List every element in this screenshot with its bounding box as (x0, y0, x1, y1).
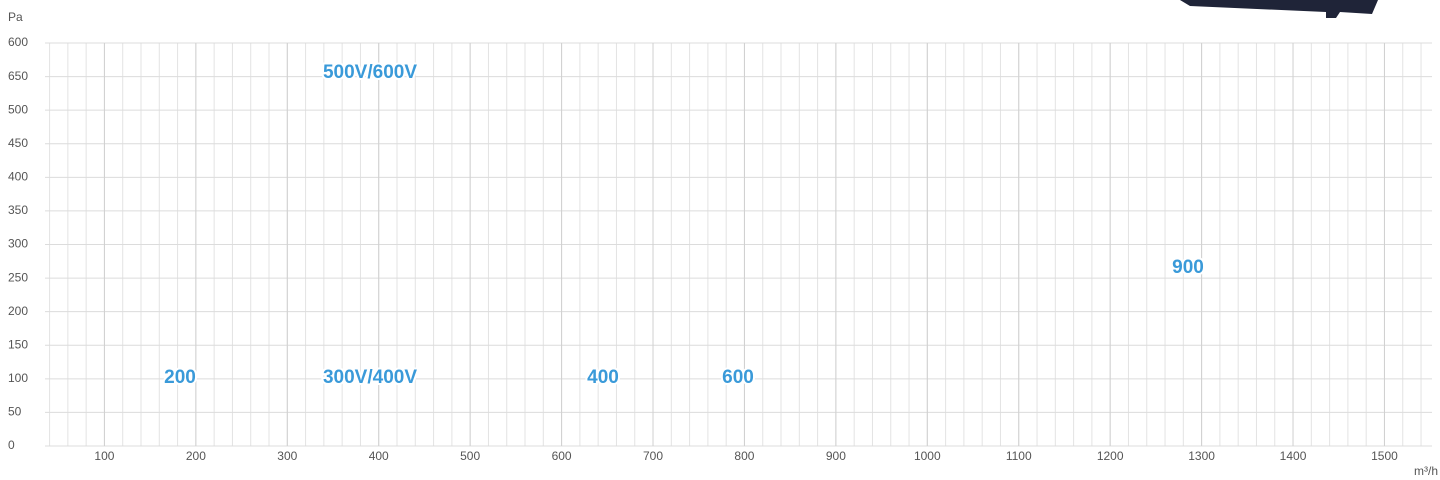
y-tick-label: 0 (8, 438, 15, 452)
series-label: 500V/600V (323, 62, 417, 83)
x-tick-label: 500 (460, 449, 480, 463)
x-tick-label: 1000 (914, 449, 941, 463)
x-tick-label: 400 (369, 449, 389, 463)
x-tick-label: 1200 (1097, 449, 1124, 463)
y-tick-label: 50 (8, 405, 22, 419)
series-label: 300V/400V (323, 367, 417, 388)
x-tick-label: 800 (734, 449, 754, 463)
series-label: 400 (587, 367, 619, 388)
y-tick-label: 400 (8, 170, 28, 184)
y-tick-label: 150 (8, 337, 28, 351)
x-tick-label: 1300 (1188, 449, 1215, 463)
x-tick-label: 1100 (1006, 449, 1032, 463)
grid (45, 42, 1432, 447)
series-label: 600 (722, 367, 754, 388)
y-tick-label: 500 (8, 102, 28, 116)
x-tick-label: 900 (826, 449, 846, 463)
product-image (1180, 0, 1378, 18)
y-tick-label: 600 (8, 35, 28, 49)
x-tick-label: 700 (643, 449, 663, 463)
x-axis-label: m³/h (1414, 464, 1438, 478)
x-tick-label: 100 (94, 449, 114, 463)
x-tick-label: 1400 (1280, 449, 1307, 463)
y-tick-label: 350 (8, 203, 28, 217)
x-tick-label: 300 (277, 449, 297, 463)
x-tick-label: 1500 (1371, 449, 1398, 463)
y-tick-label: 100 (8, 371, 28, 385)
y-tick-label: 250 (8, 270, 28, 284)
y-tick-label: 300 (8, 237, 28, 251)
series-label: 900 (1172, 257, 1204, 278)
x-tick-label: 600 (552, 449, 572, 463)
y-tick-label: 200 (8, 304, 28, 318)
series-label: 200 (164, 367, 196, 388)
y-axis-label: Pa (8, 10, 23, 24)
y-tick-label: 450 (8, 136, 28, 150)
x-tick-label: 200 (186, 449, 206, 463)
y-tick-label: 650 (8, 69, 28, 83)
